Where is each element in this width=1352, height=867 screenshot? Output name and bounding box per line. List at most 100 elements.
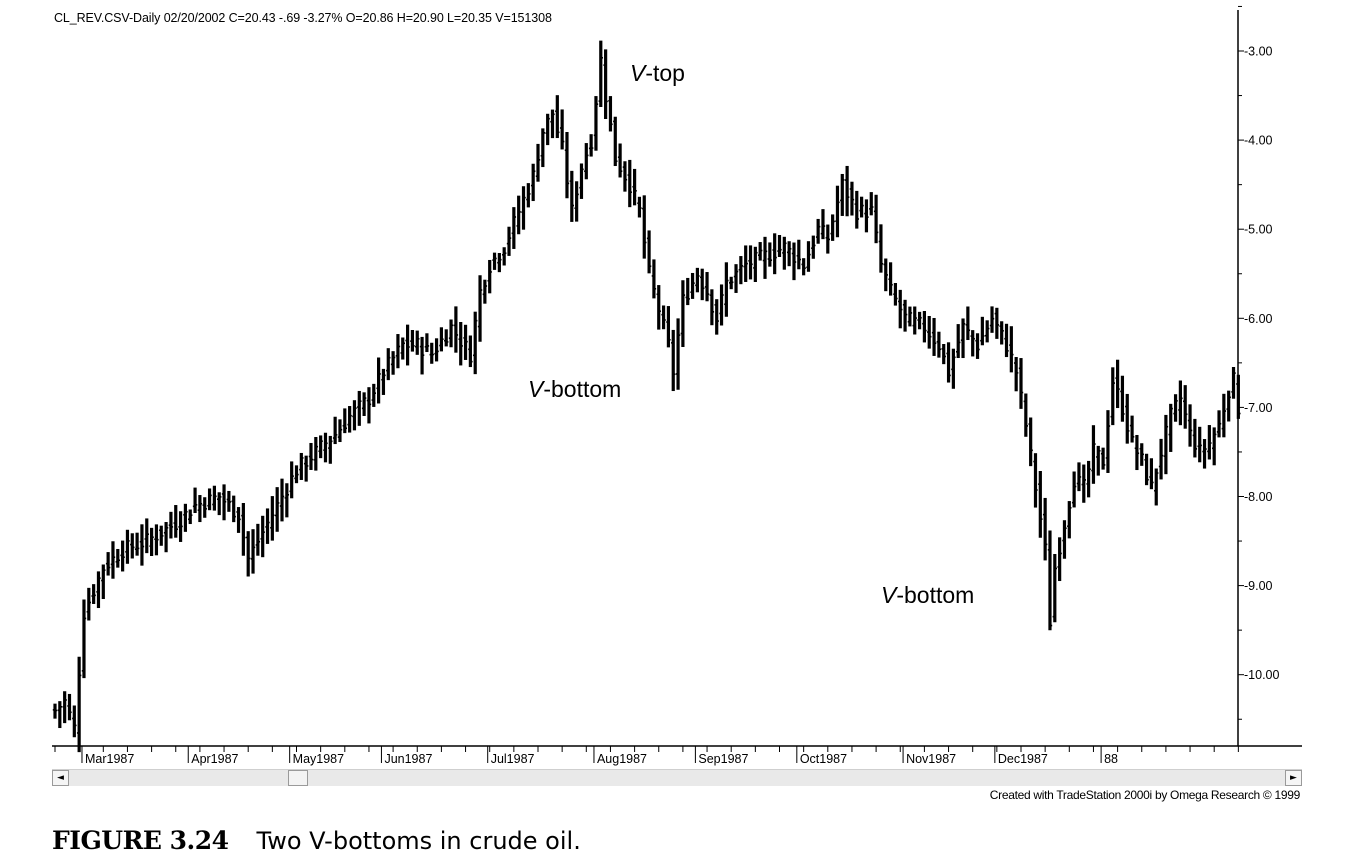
price-bar <box>1144 453 1149 486</box>
price-bar <box>767 242 773 267</box>
price-bar <box>902 299 908 332</box>
horizontal-scrollbar[interactable]: ◄ ► <box>52 769 1302 786</box>
price-bar <box>521 186 526 230</box>
price-bar <box>545 113 550 146</box>
price-bar <box>308 442 314 470</box>
price-bar <box>1216 410 1222 438</box>
price-bar <box>439 327 444 352</box>
scroll-left-button[interactable]: ◄ <box>52 770 69 786</box>
price-bar <box>646 230 652 274</box>
annotation-label: V-bottom <box>528 376 621 402</box>
price-bar <box>719 284 724 326</box>
price-bar <box>849 181 855 216</box>
price-bar <box>168 511 174 539</box>
price-bar <box>762 236 768 279</box>
price-bar <box>1120 375 1125 422</box>
price-bar <box>569 170 575 222</box>
price-bar <box>593 96 599 151</box>
credit-text: Created with TradeStation 2000i by Omega… <box>989 788 1301 802</box>
price-bar <box>173 505 178 538</box>
price-bar <box>869 192 874 216</box>
x-tick-label: May1987 <box>293 752 344 766</box>
price-bar <box>357 390 362 426</box>
price-bar <box>1149 458 1154 490</box>
price-bar <box>1105 410 1111 473</box>
price-bar <box>202 497 207 518</box>
price-bar <box>927 315 932 349</box>
x-tick-label: Oct1987 <box>800 752 847 766</box>
price-bar <box>680 280 686 347</box>
price-bar <box>390 351 396 375</box>
price-bar <box>1033 453 1038 508</box>
price-bar <box>956 324 961 359</box>
price-bar <box>270 496 275 541</box>
price-bar <box>444 329 449 347</box>
price-bar <box>975 333 980 359</box>
price-bar <box>294 465 299 484</box>
price-bar <box>57 701 63 729</box>
price-bar <box>873 194 879 244</box>
x-tick-label: 88 <box>1104 752 1118 766</box>
x-axis-ticks: Mar1987 Apr1987 May1987 Jun1987 Jul1987 Aug19… <box>54 746 1239 766</box>
price-bar <box>1192 418 1198 458</box>
price-bar <box>448 319 454 348</box>
price-bar <box>1023 393 1029 437</box>
price-bar <box>1091 425 1096 484</box>
price-bar <box>757 242 763 261</box>
price-bar <box>559 109 565 150</box>
price-bar <box>347 406 352 433</box>
price-bar <box>820 209 826 240</box>
scroll-thumb[interactable] <box>288 770 308 786</box>
price-bar <box>854 190 859 229</box>
price-bar <box>801 258 806 276</box>
price-bar <box>883 258 888 292</box>
price-bar <box>999 321 1004 345</box>
price-bar <box>419 336 425 375</box>
figure-label: FIGURE 3.24 <box>52 826 229 855</box>
price-bar <box>617 143 623 178</box>
price-bar <box>101 564 106 600</box>
price-bar <box>246 531 251 577</box>
price-bar <box>815 218 821 244</box>
price-bar <box>62 691 67 724</box>
price-bar <box>951 348 956 389</box>
price-bar <box>86 587 92 621</box>
price-bar <box>120 540 125 572</box>
price-bar <box>825 224 830 254</box>
price-bar <box>139 524 145 566</box>
price-bar <box>936 331 942 358</box>
annotation-label: V-bottom <box>881 582 974 608</box>
price-bar <box>1004 323 1009 358</box>
price-bar <box>642 195 647 259</box>
price-bar <box>279 478 285 522</box>
price-bar <box>284 483 290 518</box>
x-tick-label: Apr1987 <box>191 752 238 766</box>
price-bar <box>159 525 164 546</box>
price-bar <box>1062 520 1067 559</box>
price-bar <box>917 311 922 330</box>
price-bar <box>994 307 1000 339</box>
price-bar <box>163 521 169 553</box>
price-bar <box>970 330 975 357</box>
price-bar <box>96 571 101 609</box>
price-bar <box>226 490 232 512</box>
price-bar <box>530 163 536 202</box>
price-bar <box>255 523 261 556</box>
price-bar <box>637 196 642 218</box>
price-bar <box>501 247 507 266</box>
price-bar <box>477 275 483 342</box>
price-bar <box>1202 439 1207 469</box>
price-bar <box>753 246 758 283</box>
price-bar <box>786 241 792 267</box>
price-bar <box>613 116 618 167</box>
price-bar <box>366 387 372 424</box>
price-bar <box>458 322 463 366</box>
price-bar <box>1212 427 1217 466</box>
price-bar <box>555 95 560 139</box>
price-bar <box>878 224 884 273</box>
price-bar <box>511 207 517 249</box>
price-bar <box>859 196 864 218</box>
price-bar <box>608 96 613 132</box>
scroll-right-button[interactable]: ► <box>1285 770 1302 786</box>
